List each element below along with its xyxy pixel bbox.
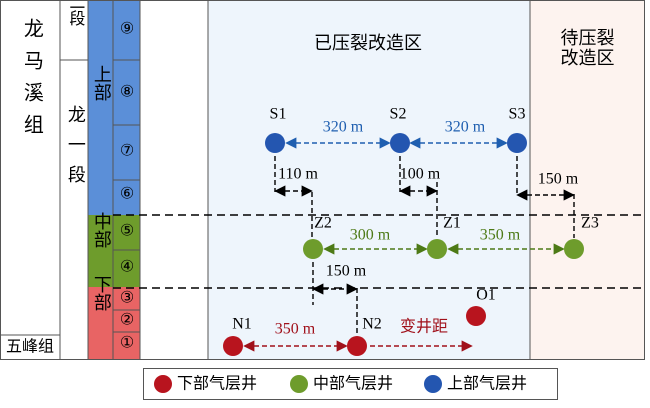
spacing: 150 m xyxy=(538,171,579,188)
well-label: S3 xyxy=(509,106,526,123)
layer: ⑤ xyxy=(120,223,134,240)
well xyxy=(303,239,323,259)
well xyxy=(427,239,447,259)
well xyxy=(507,133,527,153)
well-label: Z1 xyxy=(443,215,461,232)
layer: ② xyxy=(120,312,134,329)
well-label: N2 xyxy=(362,316,382,333)
legend-marker xyxy=(290,375,308,393)
well xyxy=(390,133,410,153)
legend: 下部气层井 中部气层井 上部气层井 xyxy=(143,368,558,400)
boundary-lines xyxy=(113,214,645,289)
spacing: 300 m xyxy=(350,227,391,244)
zone-label-box: 待压裂改造区 xyxy=(560,28,615,68)
legend-box xyxy=(143,368,558,400)
spacing: 350 m xyxy=(275,321,316,338)
zone-label: 待压裂改造区 xyxy=(560,28,615,68)
well xyxy=(265,133,285,153)
annotation: 变井距 xyxy=(400,318,448,336)
spacing: 320 m xyxy=(323,119,364,136)
layer: ⑥ xyxy=(120,186,134,203)
middle: 中部 xyxy=(92,212,112,248)
legend-label: 上部气层井 xyxy=(447,375,527,393)
arrows xyxy=(243,137,575,352)
layer: ⑧ xyxy=(120,84,134,101)
background xyxy=(88,0,645,360)
upper: 上部 xyxy=(92,65,112,101)
legend-label: 中部气层井 xyxy=(313,375,393,393)
spacing: 150 m xyxy=(326,263,367,280)
layer: ⑦ xyxy=(120,143,134,160)
member1: 龙一段 xyxy=(66,105,86,195)
layer: ④ xyxy=(120,259,134,276)
well xyxy=(564,239,584,259)
wells: S1 S2 S3 Z2 Z1 Z3 N1 N2 O1 xyxy=(223,106,599,356)
lower: 下部 xyxy=(92,275,112,311)
well-label: Z3 xyxy=(581,215,599,232)
spacing: 100 m xyxy=(400,166,441,183)
spacing: 320 m xyxy=(445,119,486,136)
formation: 龙马溪组 xyxy=(20,18,43,146)
layer: ③ xyxy=(120,290,134,307)
well xyxy=(466,306,486,326)
well-label: O1 xyxy=(476,287,496,304)
layer: ① xyxy=(120,335,134,352)
well xyxy=(347,336,367,356)
layer: ⑨ xyxy=(120,21,134,38)
legend-label: 下部气层井 xyxy=(177,375,257,393)
spacing: 350 m xyxy=(480,227,521,244)
zone-label: 已压裂改造区 xyxy=(314,33,422,53)
well xyxy=(223,336,243,356)
well-label: S2 xyxy=(390,106,407,123)
grid xyxy=(0,0,645,360)
strata-labels: 龙马溪组 五峰组 龙二段 龙一段 上部 中部 下部 ① ② ③ ④ ⑤ ⑥ ⑦ … xyxy=(6,0,134,356)
legend-marker xyxy=(424,375,442,393)
member2: 龙二段 xyxy=(66,0,85,26)
well-label: N1 xyxy=(232,316,252,333)
wufeng: 五峰组 xyxy=(6,338,54,356)
legend-marker xyxy=(154,375,172,393)
spacing-labels: 320 m 320 m 110 m 100 m 150 m 300 m 350 … xyxy=(275,119,579,338)
spacing: 110 m xyxy=(278,166,318,183)
well-label: S1 xyxy=(270,106,287,123)
well-label: Z2 xyxy=(314,215,332,232)
